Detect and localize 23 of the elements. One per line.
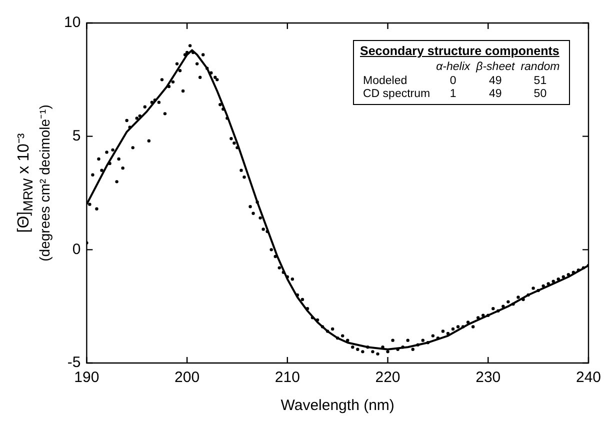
x-tick-label: 230 [476, 369, 501, 386]
annotation: 49 [488, 74, 503, 88]
x-tick-label: 200 [174, 369, 200, 386]
annotation: β-sheet [474, 61, 516, 75]
y-tick-label: -5 [67, 354, 81, 372]
annotation: 0 [448, 74, 458, 88]
annotation: 50 [532, 88, 548, 102]
y-tick-label: 5 [72, 127, 81, 144]
y-tick-label: 10 [64, 14, 81, 32]
annotation: α-helix [435, 61, 472, 75]
annotation: 1 [448, 88, 458, 102]
x-tick-label: 240 [576, 369, 601, 386]
x-tick-label: 210 [274, 369, 300, 386]
annotation: 51 [532, 74, 548, 88]
annotation: Modeled [362, 74, 408, 88]
x-axis-title: Wavelength (nm) [280, 397, 394, 414]
annotation: CD spectrum [362, 88, 432, 102]
x-tick-label: 220 [375, 369, 400, 386]
y-tick-label: 0 [72, 240, 81, 258]
annotation: random [520, 61, 561, 75]
annotation: Secondary structure components [360, 44, 560, 58]
x-tick-label: 190 [74, 369, 100, 386]
annotation: 49 [488, 88, 503, 102]
